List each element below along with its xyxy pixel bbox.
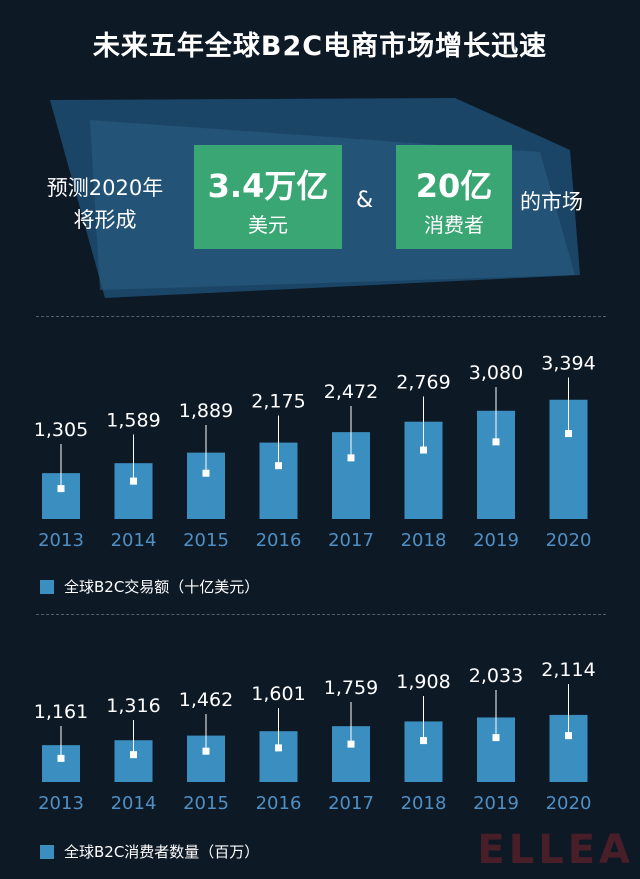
x-tick-label: 2018 [401,530,447,551]
consumer-count: 20亿 [415,167,493,205]
forecast-lead-line2: 将形成 [73,208,137,232]
data-label: 2,114 [541,659,595,681]
data-label: 3,080 [469,362,523,384]
x-tick-label: 2019 [473,530,519,551]
value-marker [130,751,137,759]
divider-middle [36,614,606,615]
data-label: 2,769 [396,372,450,394]
data-label: 1,759 [324,677,378,699]
x-tick-label: 2017 [328,530,374,551]
value-marker [57,485,65,493]
data-label: 1,462 [179,689,233,711]
transaction-legend: 全球B2C交易额（十亿美元） [40,576,259,597]
value-marker [347,740,355,748]
value-marker [492,438,500,446]
x-tick-label: 2019 [473,793,519,814]
legend-swatch [40,844,54,859]
x-tick-label: 2015 [183,530,229,551]
data-label: 1,601 [251,683,305,705]
x-tick-label: 2014 [111,530,157,551]
data-label: 1,908 [396,671,450,693]
value-marker [420,446,427,454]
consumer-count-unit: 消费者 [424,213,484,237]
forecast-lead-text: 预测2020年 将形成 [30,172,180,236]
market-value: 3.4万亿 [207,167,329,205]
data-label: 1,889 [179,400,233,422]
consumer-count-chart: 1,161 2013 1,316 2014 1,462 2015 1,601 2016 1,75… [34,659,596,814]
ampersand: & [356,188,374,213]
forecast-lead-line1: 预测2020年 [46,176,164,200]
transaction-volume-chart: 1,305 2013 1,589 2014 1,889 2015 2,175 2016 2,47… [34,353,596,552]
market-value-unit: 美元 [248,213,288,237]
legend-label: 全球B2C交易额（十亿美元） [64,578,260,596]
x-tick-label: 2017 [328,793,374,814]
data-label: 1,589 [106,410,160,432]
value-marker [202,747,210,755]
x-tick-label: 2020 [546,530,592,551]
data-label: 2,472 [324,381,378,403]
x-tick-label: 2016 [256,793,302,814]
value-marker [492,734,500,742]
data-label: 2,175 [251,391,305,413]
x-tick-label: 2018 [401,793,447,814]
consumer-legend: 全球B2C消费者数量（百万） [40,841,259,862]
legend-swatch [40,579,54,594]
value-marker [202,469,210,477]
value-marker [275,462,282,470]
value-marker [57,754,65,762]
market-tail-text: 的市场 [520,190,583,214]
market-value-box: 3.4万亿 美元 [194,145,342,249]
x-tick-label: 2013 [38,793,84,814]
value-marker [565,430,572,438]
consumer-count-box: 20亿 消费者 [396,145,512,249]
value-marker [347,454,355,462]
data-label: 1,161 [34,701,88,723]
value-marker [275,744,282,752]
data-label: 1,316 [106,695,160,717]
value-marker [420,737,427,745]
legend-label: 全球B2C消费者数量（百万） [64,843,260,861]
divider-top [36,316,606,317]
x-tick-label: 2015 [183,793,229,814]
data-label: 3,394 [541,353,595,375]
value-marker [565,732,572,740]
x-tick-label: 2020 [546,793,592,814]
x-tick-label: 2016 [256,530,302,551]
x-tick-label: 2014 [111,793,157,814]
page-title: 未来五年全球B2C电商市场增长迅速 [92,31,548,62]
data-label: 1,305 [34,419,88,441]
x-tick-label: 2013 [38,530,84,551]
data-label: 2,033 [469,665,523,687]
watermark-logo: ELLEA [477,827,634,873]
value-marker [130,477,137,485]
